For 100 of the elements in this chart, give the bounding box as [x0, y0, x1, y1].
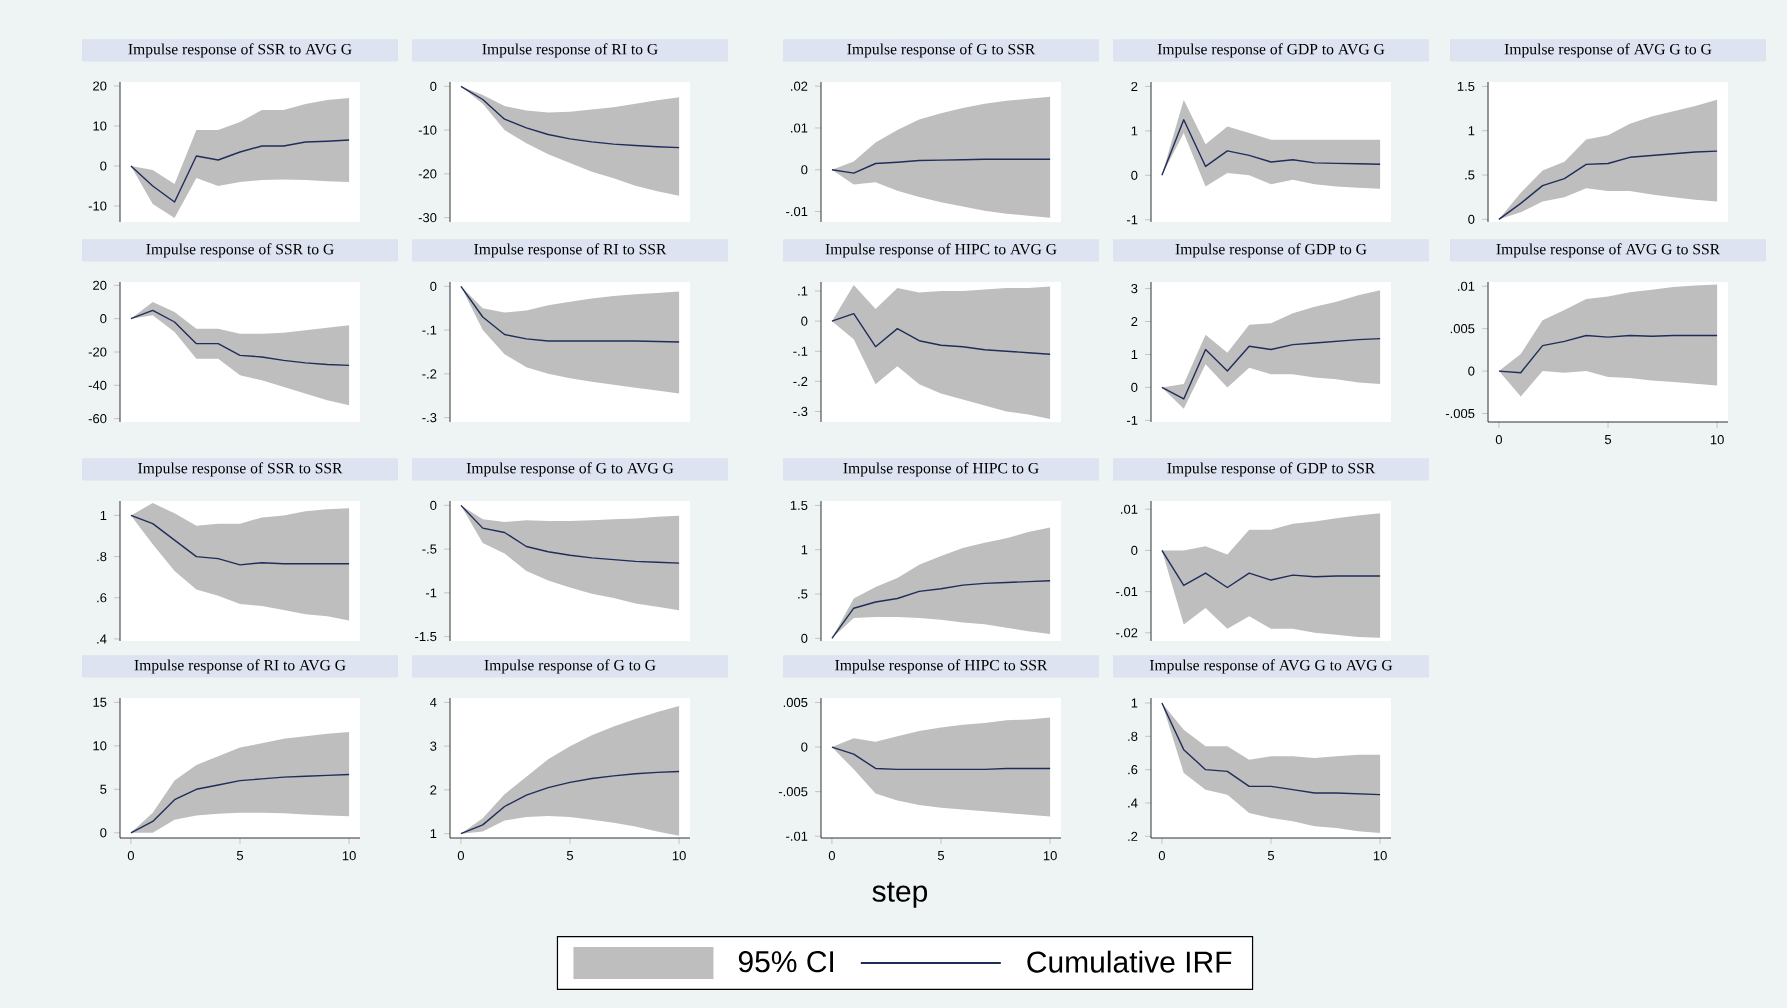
y-tick-label: .6 [1128, 765, 1138, 775]
chart-title: Impulse response of G to AVG G [466, 462, 674, 477]
y-tick-label: 1 [430, 829, 437, 839]
y-tick-label: 0 [1131, 545, 1138, 556]
x-tick-label: 0 [457, 851, 465, 861]
y-tick-label: 10 [93, 121, 107, 131]
line-series [460, 504, 680, 564]
y-tick-label: 10 [93, 741, 107, 751]
y-tick-label: .2 [1128, 831, 1138, 841]
chart-title: Impulse response of HIPC to G [843, 462, 1039, 477]
line-series [460, 770, 680, 835]
y-tick-label: -.3 [422, 413, 437, 423]
chart-title: Impulse response of RI to SSR [474, 243, 667, 258]
y-tick-label: -20 [88, 347, 107, 357]
y-tick-label: -.5 [422, 544, 437, 554]
chart-title: Impulse response of GDP to AVG G [1157, 43, 1385, 58]
chart-title: Impulse response of GDP to G [1175, 243, 1367, 258]
y-tick-label: -20 [418, 169, 437, 179]
y-tick-label: 0 [801, 633, 808, 643]
chart-title: Impulse response of SSR to AVG G [128, 43, 352, 58]
x-axis-title: step [872, 882, 928, 908]
line-series [831, 580, 1051, 640]
y-tick-label: .8 [1128, 731, 1138, 741]
x-tick-label: 5 [1604, 435, 1612, 445]
line-series [1161, 119, 1381, 177]
x-tick-label: 5 [937, 851, 945, 861]
y-tick-label: -.005 [778, 787, 808, 797]
y-tick-label: .5 [1465, 170, 1475, 180]
x-tick-label: 0 [828, 851, 836, 861]
text: 95% CI [738, 951, 834, 973]
x-tick-label: 0 [1158, 851, 1166, 861]
y-tick-label: 0 [1468, 214, 1475, 224]
y-tick-label: 0 [100, 828, 107, 838]
y-tick-label: 0 [801, 165, 808, 175]
y-tick-label: .005 [1450, 324, 1475, 334]
y-tick-label: 1 [1468, 126, 1475, 136]
y-tick-label: .4 [1128, 798, 1138, 808]
y-tick-label: -.01 [786, 206, 808, 217]
y-tick-label: 0 [801, 316, 808, 326]
y-tick-label: .6 [97, 593, 107, 603]
chart-title: Impulse response of RI to AVG G [134, 659, 346, 674]
y-tick-label: 0 [1131, 170, 1138, 180]
chart-title: Impulse response of HIPC to AVG G [825, 243, 1057, 258]
y-tick-label: -1.5 [415, 632, 437, 642]
y-tick-label: -.2 [793, 376, 808, 386]
y-tick-label: -10 [418, 125, 437, 135]
x-tick-label: 10 [672, 851, 686, 861]
line-series [831, 312, 1051, 355]
x-tick-label: 10 [1043, 851, 1057, 861]
y-tick-label: -.02 [1116, 628, 1138, 638]
y-tick-label: 0 [1131, 382, 1138, 393]
y-tick-label: 2 [1131, 317, 1138, 327]
y-tick-label: .5 [798, 589, 808, 599]
y-tick-label: -1 [425, 588, 437, 598]
y-tick-label: 3 [1131, 284, 1138, 294]
y-tick-label: 1 [100, 510, 107, 520]
line-series [130, 773, 350, 834]
y-tick-label: 15 [93, 697, 107, 707]
chart-title: Impulse response of AVG G to AVG G [1149, 659, 1393, 674]
x-tick-label: 0 [1495, 435, 1503, 445]
y-tick-label: 2 [1131, 81, 1138, 91]
chart-title: Impulse response of SSR to SSR [138, 462, 343, 477]
y-tick-label: 5 [100, 784, 107, 794]
y-tick-label: -60 [88, 414, 107, 424]
y-tick-label: .01 [791, 123, 808, 133]
x-tick-label: 5 [566, 851, 574, 861]
y-tick-label: 1 [1131, 698, 1138, 708]
y-tick-label: .005 [783, 697, 808, 708]
y-tick-label: -.1 [793, 346, 808, 356]
y-tick-label: -.2 [422, 369, 437, 379]
y-tick-label: -.3 [793, 406, 808, 417]
y-tick-label: -1 [1126, 215, 1138, 225]
chart-title: Impulse response of AVG G to SSR [1496, 243, 1721, 258]
y-tick-label: 1 [1131, 350, 1138, 359]
y-tick-label: 1.5 [790, 500, 808, 510]
chart-title: Impulse response of SSR to G [146, 243, 334, 258]
y-tick-label: 1 [801, 545, 808, 555]
y-tick-label: .01 [1121, 504, 1138, 514]
y-tick-label: -.01 [1116, 586, 1138, 597]
chart-title: Impulse response of RI to G [482, 43, 658, 58]
line-series [130, 309, 350, 367]
y-tick-label: .02 [791, 81, 808, 91]
y-tick-label: .1 [798, 286, 808, 296]
y-tick-label: 2 [430, 785, 437, 795]
chart-title: Impulse response of G to G [484, 659, 656, 674]
x-tick-label: 10 [1373, 851, 1387, 861]
y-tick-label: .8 [97, 552, 107, 562]
y-tick-label: -40 [88, 380, 107, 390]
x-tick-label: 5 [1267, 851, 1275, 861]
chart-title: Impulse response of G to SSR [847, 43, 1036, 58]
y-tick-label: .4 [97, 634, 107, 644]
x-tick-label: 5 [236, 851, 244, 861]
y-tick-label: -10 [88, 201, 107, 211]
y-tick-label: -.01 [786, 831, 808, 841]
y-tick-label: -1 [1126, 415, 1138, 425]
y-tick-label: 0 [430, 500, 437, 510]
y-tick-label: 0 [100, 161, 107, 171]
y-tick-label: 0 [430, 81, 437, 91]
chart-title: Impulse response of AVG G to G [1504, 43, 1712, 58]
chart-title: Impulse response of GDP to SSR [1167, 462, 1376, 477]
